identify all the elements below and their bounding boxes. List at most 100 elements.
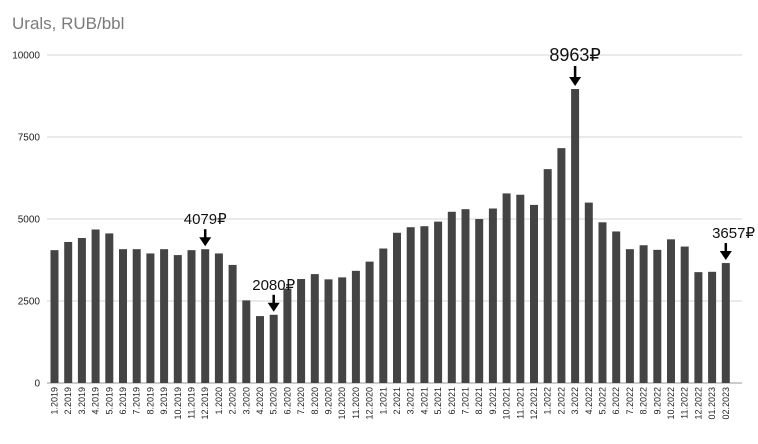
bar bbox=[201, 249, 210, 383]
bar bbox=[297, 279, 306, 383]
bar bbox=[571, 89, 580, 383]
x-tick-label: 7.2020 bbox=[296, 387, 306, 415]
annotation: 3657₽ bbox=[712, 225, 755, 261]
x-tick-label: 7.2021 bbox=[461, 387, 471, 415]
x-tick-label: 1.2020 bbox=[214, 387, 224, 415]
x-tick-label: 4.2022 bbox=[584, 387, 594, 415]
annotation-label: 3657₽ bbox=[712, 225, 755, 242]
x-tick-label: 2.2020 bbox=[228, 387, 238, 415]
annotation: 2080₽ bbox=[252, 277, 296, 312]
x-tick-label: 5.2022 bbox=[598, 387, 608, 415]
x-tick-label: 9.2022 bbox=[652, 387, 662, 415]
x-tick-label: 11.2020 bbox=[351, 387, 361, 419]
bar bbox=[694, 272, 703, 383]
bar bbox=[242, 300, 251, 383]
bar bbox=[173, 255, 182, 383]
x-tick-label: 9.2021 bbox=[488, 387, 498, 415]
x-tick-label: 8.2020 bbox=[310, 387, 320, 415]
bar bbox=[365, 261, 374, 383]
bar bbox=[584, 202, 593, 383]
bar bbox=[625, 249, 634, 383]
bar bbox=[488, 208, 497, 383]
bar bbox=[447, 211, 456, 383]
y-tick-label: 5000 bbox=[18, 215, 41, 226]
y-tick-label: 7500 bbox=[18, 133, 41, 144]
bar bbox=[269, 314, 278, 383]
x-tick-label: 7.2022 bbox=[625, 387, 635, 415]
bar bbox=[434, 221, 443, 383]
bar bbox=[667, 239, 675, 383]
bar bbox=[214, 253, 223, 383]
bar bbox=[91, 229, 100, 383]
bar bbox=[105, 233, 114, 383]
bar bbox=[612, 231, 621, 383]
annotation-label: 8963₽ bbox=[549, 45, 601, 65]
x-tick-label: 6.2022 bbox=[611, 387, 621, 415]
x-tick-label: 11.2019 bbox=[187, 387, 197, 419]
bar bbox=[530, 204, 538, 383]
x-tick-label: 6.2020 bbox=[282, 387, 292, 415]
x-tick-label: 3.2020 bbox=[241, 387, 251, 415]
bar bbox=[351, 270, 360, 383]
bar bbox=[132, 249, 141, 383]
x-tick-label: 10.2021 bbox=[502, 387, 512, 420]
x-tick-label: 3.2022 bbox=[570, 387, 580, 415]
x-tick-label: 1.2019 bbox=[50, 387, 60, 415]
annotation: 8963₽ bbox=[549, 45, 601, 87]
x-tick-label: 9.2020 bbox=[324, 387, 334, 415]
bar bbox=[228, 264, 237, 383]
annotation: 4079₽ bbox=[184, 211, 227, 247]
x-tick-label: 2.2019 bbox=[63, 387, 73, 415]
x-tick-label: 4.2020 bbox=[255, 387, 265, 415]
x-tick-label: 11.2021 bbox=[515, 387, 525, 419]
chart-title: Urals, RUB/bbl bbox=[12, 14, 125, 33]
x-tick-label: 02.2023 bbox=[721, 387, 731, 420]
x-tick-label: 2.2022 bbox=[556, 387, 566, 415]
annotation-arrow-head bbox=[569, 77, 582, 87]
bar bbox=[516, 194, 525, 383]
x-tick-label: 1.2021 bbox=[378, 387, 388, 415]
bar bbox=[77, 238, 86, 383]
x-tick-label: 5.2021 bbox=[433, 387, 443, 415]
bar bbox=[708, 271, 717, 383]
x-tick-label: 6.2019 bbox=[118, 387, 128, 415]
y-tick-label: 0 bbox=[34, 379, 40, 390]
x-tick-label: 4.2021 bbox=[419, 387, 429, 415]
x-tick-label: 1.2022 bbox=[543, 387, 553, 415]
bar bbox=[50, 250, 59, 383]
x-tick-label: 11.2022 bbox=[680, 387, 690, 419]
bar bbox=[338, 277, 347, 383]
bar bbox=[475, 219, 484, 383]
x-axis: 1.2019 2.2019 3.2019 4.2019 5.2019 6.2019 7.20… bbox=[50, 387, 731, 420]
x-tick-label: 8.2022 bbox=[639, 387, 649, 415]
bars bbox=[50, 89, 730, 383]
bar bbox=[721, 263, 730, 383]
bar bbox=[324, 279, 333, 383]
bar bbox=[160, 249, 169, 383]
bar bbox=[557, 148, 566, 383]
x-tick-label: 5.2020 bbox=[269, 387, 279, 415]
bar bbox=[461, 209, 470, 383]
bar bbox=[653, 249, 662, 383]
bar bbox=[420, 226, 429, 383]
bar bbox=[406, 227, 415, 383]
bar bbox=[639, 245, 648, 383]
bar bbox=[379, 248, 388, 383]
annotations: 4079₽ 2080₽ 8963₽ 3657₽ bbox=[184, 45, 755, 312]
x-tick-label: 12.2020 bbox=[365, 387, 375, 420]
bar bbox=[543, 169, 552, 383]
bar bbox=[187, 250, 196, 383]
x-tick-label: 8.2019 bbox=[145, 387, 155, 415]
bar bbox=[146, 253, 155, 383]
x-tick-label: 10.2020 bbox=[337, 387, 347, 420]
bar bbox=[64, 241, 73, 383]
annotation-arrow-head bbox=[267, 302, 280, 312]
annotation-arrow-head bbox=[199, 237, 212, 247]
x-tick-label: 9.2019 bbox=[159, 387, 169, 415]
x-tick-label: 7.2019 bbox=[132, 387, 142, 415]
x-tick-label: 8.2021 bbox=[474, 387, 484, 415]
x-tick-label: 5.2019 bbox=[104, 387, 114, 415]
bar bbox=[119, 249, 127, 383]
annotation-label: 2080₽ bbox=[252, 277, 295, 294]
bar bbox=[502, 193, 511, 383]
